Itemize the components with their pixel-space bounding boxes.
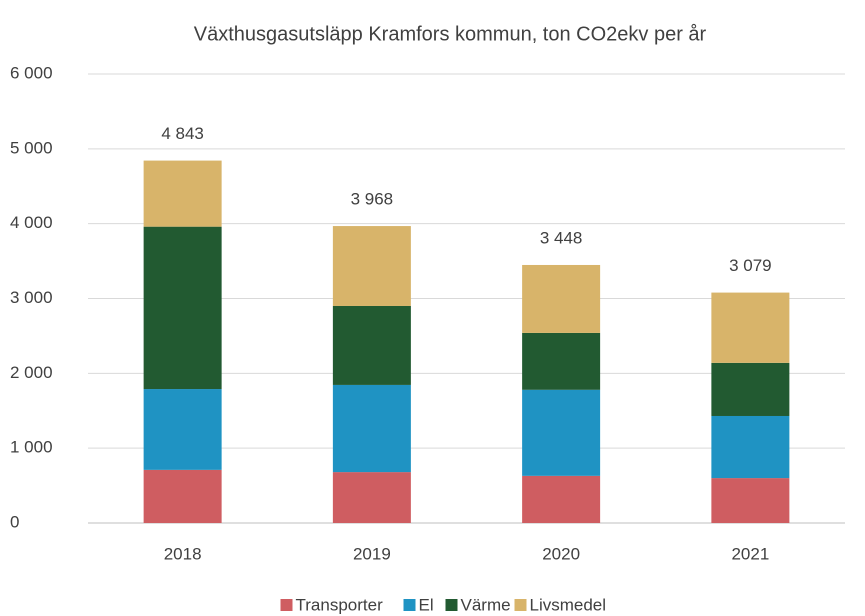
legend-label: Värme [461, 595, 511, 614]
y-tick-label: 1 000 [10, 438, 53, 457]
bar-segment [522, 475, 601, 523]
legend-label: Transporter [296, 595, 384, 614]
bar-segment [522, 332, 601, 390]
bar-segment [332, 226, 411, 306]
y-tick-label: 6 000 [10, 63, 53, 82]
bar-segment [143, 160, 222, 227]
bar-segment [522, 264, 601, 333]
legend-label: Livsmedel [530, 595, 607, 614]
legend-swatch [403, 599, 416, 611]
bar-segment [711, 292, 790, 363]
y-tick-label: 4 000 [10, 213, 53, 232]
bar-segment [711, 415, 790, 479]
legend-label: El [419, 595, 434, 614]
x-tick-label: 2020 [542, 544, 580, 563]
x-tick-label: 2021 [731, 544, 769, 563]
bar-segment [522, 389, 601, 476]
total-label: 4 843 [161, 124, 204, 143]
bar-segment [332, 472, 411, 523]
bar-segment [711, 362, 790, 416]
y-tick-label: 3 000 [10, 288, 53, 307]
chart-title: Växthusgasutsläpp Kramfors kommun, ton C… [194, 23, 707, 45]
legend-swatch [280, 599, 293, 611]
bar-segment [332, 384, 411, 473]
bar-segment [143, 226, 222, 390]
bar-segment [143, 389, 222, 470]
bar-segment [711, 478, 790, 523]
y-tick-label: 5 000 [10, 138, 53, 157]
bar-segment [143, 469, 222, 523]
y-tick-label: 2 000 [10, 363, 53, 382]
legend-swatch [514, 599, 527, 611]
legend-swatch [445, 599, 458, 611]
x-tick-label: 2019 [353, 544, 391, 563]
total-label: 3 079 [729, 256, 772, 275]
bar-segment [332, 305, 411, 385]
x-tick-label: 2018 [164, 544, 202, 563]
total-label: 3 968 [351, 190, 394, 209]
total-label: 3 448 [540, 228, 583, 247]
y-tick-label: 0 [10, 512, 19, 531]
